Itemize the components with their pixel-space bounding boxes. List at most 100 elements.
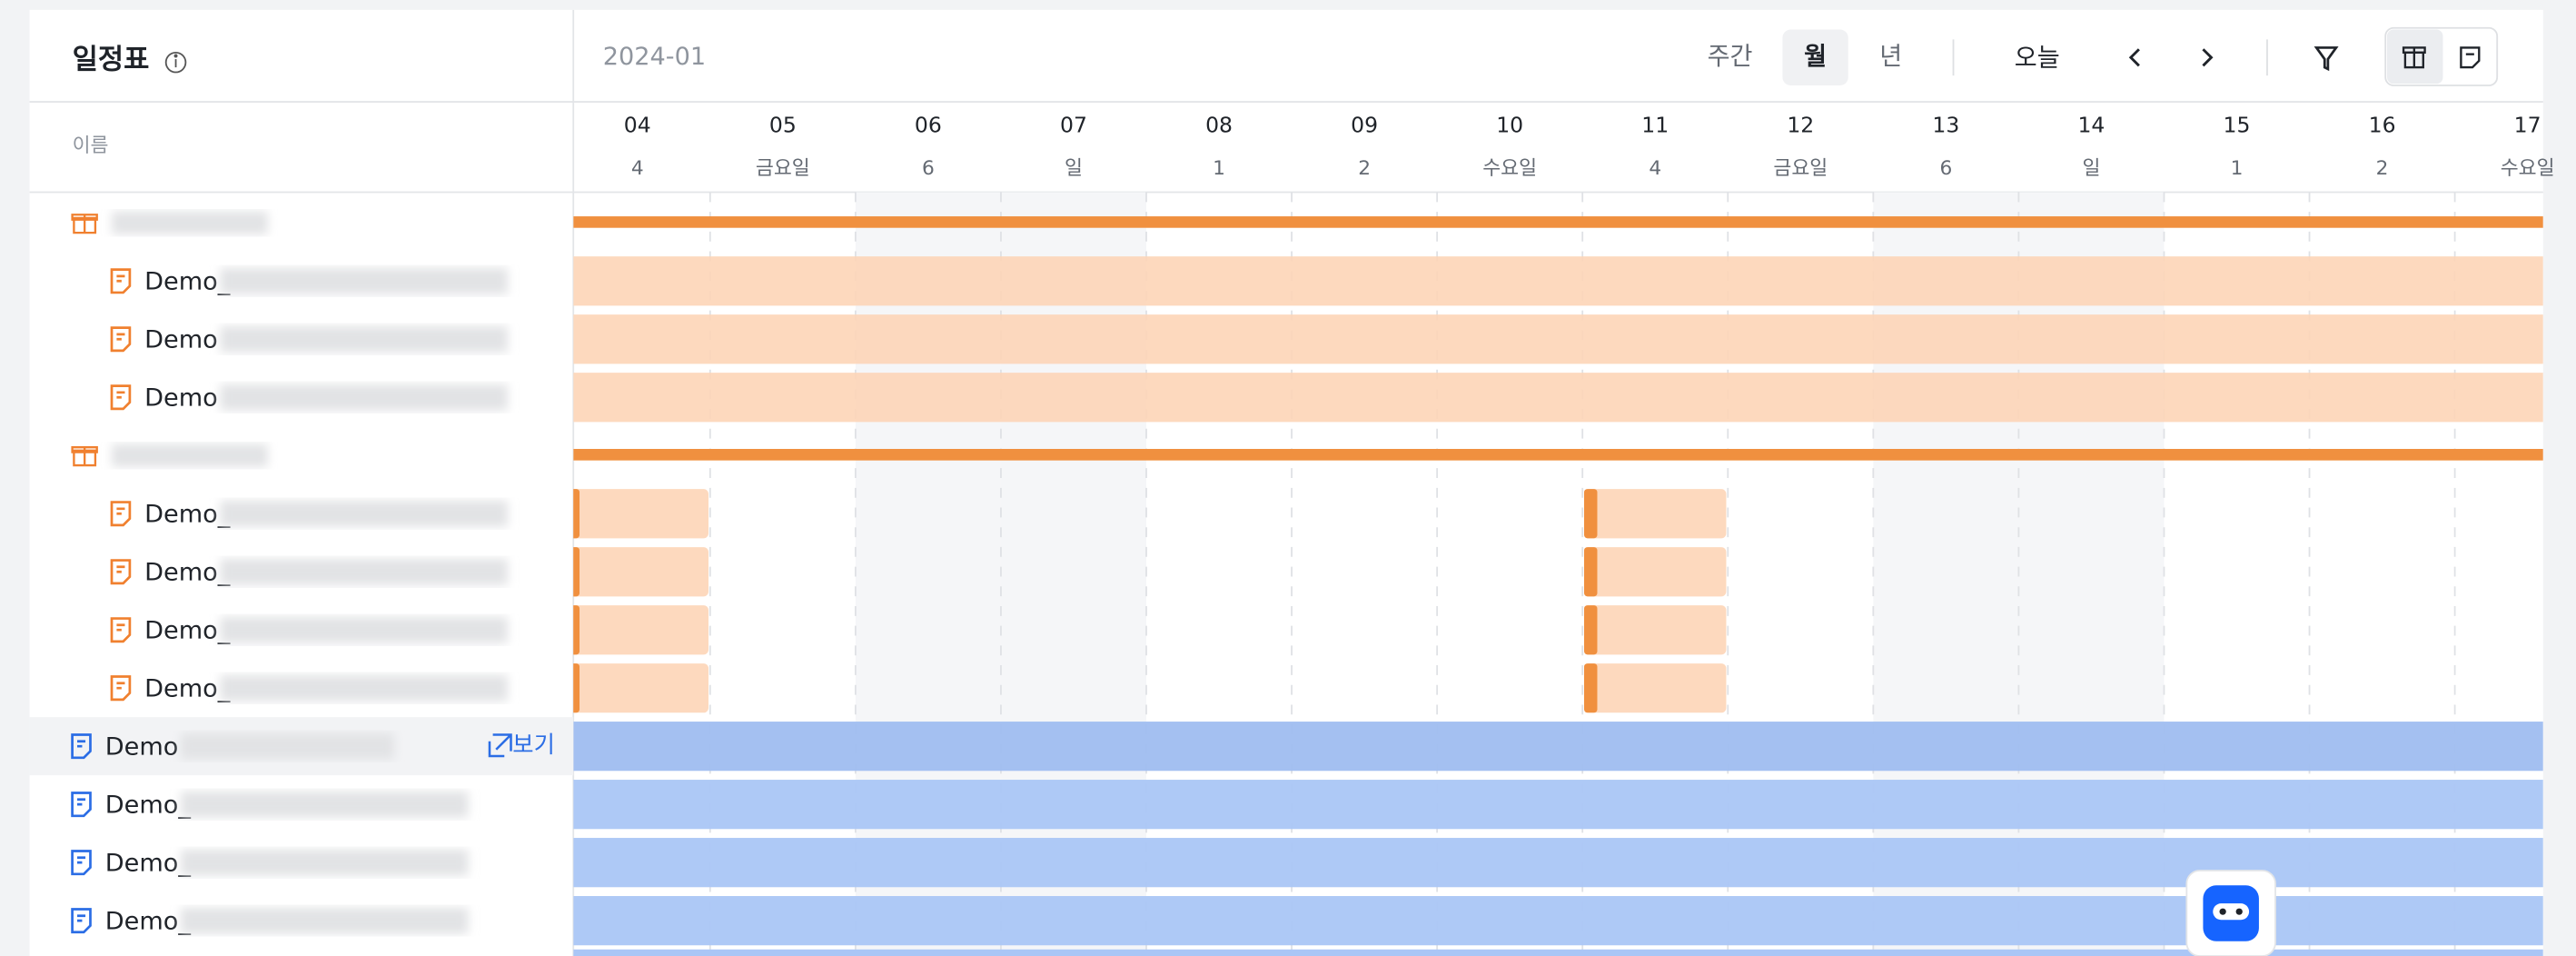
- row-label: Demo_: [105, 849, 192, 877]
- doc-icon: [71, 850, 92, 876]
- gift-icon: [71, 446, 98, 467]
- blurred-name: [180, 849, 469, 876]
- blurred-name: [111, 211, 268, 234]
- day-label: 4: [1649, 157, 1661, 180]
- task-bar: [573, 373, 2543, 423]
- view-link[interactable]: 보기: [512, 732, 555, 758]
- task-bar: [573, 547, 708, 597]
- task-bar-progress: [1584, 663, 1598, 713]
- row-label: Demo_: [144, 617, 231, 645]
- day-label: 수요일: [1482, 157, 1537, 180]
- task-bar: [1584, 547, 1727, 597]
- blurred-name: [220, 267, 508, 294]
- group-bar: [573, 449, 2543, 461]
- blurred-name: [180, 732, 395, 760]
- task-bar-progress: [573, 663, 580, 713]
- view-button[interactable]: 년: [1879, 43, 1902, 71]
- day-label: 수요일: [2501, 157, 2555, 180]
- day-label: 금요일: [756, 157, 810, 180]
- group-bar: [573, 216, 2543, 228]
- filter-button[interactable]: [2313, 46, 2339, 72]
- doc-icon: [71, 792, 92, 818]
- gift-icon: [71, 214, 98, 234]
- doc-icon: [71, 733, 92, 760]
- blurred-name: [220, 383, 508, 411]
- open-icon[interactable]: [488, 733, 512, 758]
- date-label: 10: [1496, 113, 1523, 138]
- row-label: Demo: [144, 326, 218, 354]
- blurred-name: [220, 674, 508, 702]
- blurred-name: [220, 500, 508, 527]
- task-bar-progress: [1584, 547, 1598, 597]
- doc-icon: [110, 559, 132, 585]
- date-label: 07: [1060, 113, 1087, 138]
- today-button[interactable]: 오늘: [2015, 45, 2060, 73]
- task-bar: [573, 489, 708, 539]
- gift-toggle-icon: [2402, 46, 2426, 69]
- date-label: 12: [1787, 113, 1814, 138]
- task-bar: [573, 605, 708, 655]
- view-button[interactable]: 월: [1804, 43, 1827, 71]
- date-label: 16: [2369, 113, 2396, 138]
- doc-icon: [110, 617, 132, 643]
- day-label: 4: [631, 157, 644, 180]
- doc-bar: [573, 722, 2543, 772]
- date-label: 06: [915, 113, 942, 138]
- task-bar-progress: [1584, 489, 1598, 539]
- doc-icon: [110, 326, 132, 353]
- doc-icon: [71, 908, 92, 934]
- blurred-name: [111, 443, 268, 467]
- row-label: Demo_: [144, 268, 231, 296]
- doc-icon: [110, 675, 132, 702]
- date-label: 14: [2077, 113, 2105, 138]
- date-label: 05: [769, 113, 797, 138]
- date-label: 13: [1932, 113, 1959, 138]
- view-button[interactable]: 주간: [1708, 43, 1753, 71]
- period: 2024-01: [603, 43, 706, 71]
- day-label: 일: [2082, 157, 2100, 180]
- column-header: 이름: [73, 134, 109, 157]
- row-label: Demo_: [144, 674, 231, 702]
- task-bar: [573, 314, 2543, 364]
- view-active-bg: [1782, 29, 1848, 85]
- task-bar-progress: [573, 605, 580, 655]
- date-label: 11: [1641, 113, 1669, 138]
- task-bar: [573, 663, 708, 713]
- date-label: 04: [624, 113, 651, 138]
- doc-icon: [110, 501, 132, 527]
- next-button[interactable]: [2202, 48, 2214, 67]
- doc-bar: [573, 780, 2543, 830]
- assistant-button[interactable]: [2185, 870, 2276, 956]
- blurred-name: [220, 616, 508, 643]
- task-bar: [1584, 663, 1727, 713]
- task-bar-progress: [573, 547, 580, 597]
- doc-bar-partial: [573, 949, 2543, 956]
- day-label: 6: [1939, 157, 1952, 180]
- row-label: Demo_: [105, 791, 192, 819]
- date-label: 08: [1205, 113, 1233, 138]
- blurred-name: [180, 907, 469, 934]
- date-label: 09: [1351, 113, 1378, 138]
- blurred-name: [180, 791, 469, 818]
- task-bar: [573, 256, 2543, 306]
- row-label: Demo_: [144, 501, 231, 529]
- date-label: 15: [2224, 113, 2251, 138]
- day-label: 금요일: [1773, 157, 1828, 180]
- doc-icon: [110, 384, 132, 411]
- doc-icon: [110, 268, 132, 294]
- day-label: 2: [2376, 157, 2389, 180]
- title: 일정표: [73, 43, 150, 75]
- day-label: 1: [2231, 157, 2244, 180]
- date-label: 17: [2514, 113, 2541, 138]
- row-label: Demo: [144, 384, 218, 413]
- task-bar: [1584, 489, 1727, 539]
- day-label: 2: [1358, 157, 1371, 180]
- day-label: 일: [1065, 157, 1083, 180]
- doc-toggle-icon[interactable]: [2460, 46, 2481, 69]
- info-icon: [164, 51, 187, 74]
- prev-button[interactable]: [2128, 48, 2140, 67]
- row-label: Demo_: [144, 559, 231, 587]
- day-label: 6: [922, 157, 935, 180]
